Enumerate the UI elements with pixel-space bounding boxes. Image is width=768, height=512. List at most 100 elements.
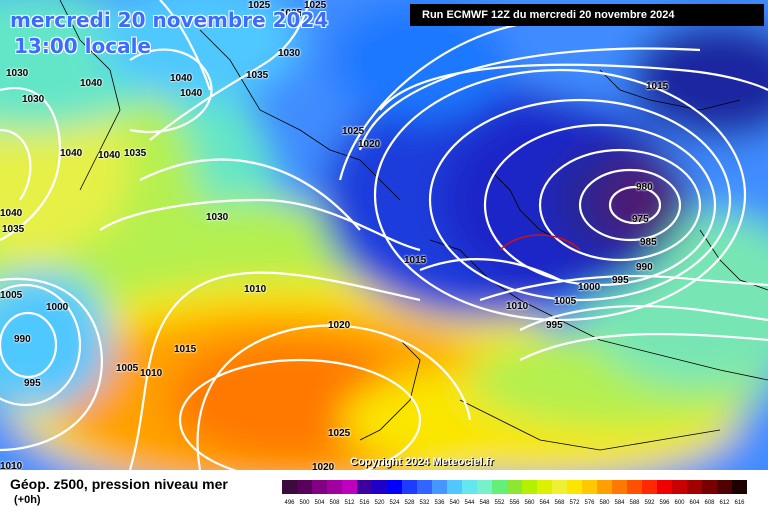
- scale-swatch: [687, 480, 702, 494]
- run-info-box: Run ECMWF 12Z du mercredi 20 novembre 20…: [410, 4, 764, 26]
- scale-swatch: [582, 480, 597, 494]
- scale-swatch: [732, 480, 747, 494]
- isobar-label: 1025: [304, 0, 327, 11]
- scale-swatch: [567, 480, 582, 494]
- scale-label: 540: [449, 500, 460, 506]
- scale-swatch: [372, 480, 387, 494]
- isobar-label: 1005: [554, 296, 577, 307]
- scale-swatch: [402, 480, 417, 494]
- isobar-label: 1030: [206, 212, 229, 223]
- scale-swatch: [537, 480, 552, 494]
- legend-subtitle: (+0h): [14, 494, 41, 506]
- scale-swatch: [612, 480, 627, 494]
- scale-swatch: [447, 480, 462, 494]
- scale-label: 532: [419, 500, 430, 506]
- isobar-label: 985: [640, 237, 657, 248]
- legend-bar: Géop. z500, pression niveau mer (+0h) 49…: [0, 470, 768, 512]
- time-title: 13:00 locale: [14, 34, 151, 58]
- scale-label: 548: [479, 500, 490, 506]
- scale-label: 552: [494, 500, 505, 506]
- scale-label: 608: [704, 500, 715, 506]
- scale-swatch: [297, 480, 312, 494]
- isobar-label: 975: [632, 214, 649, 225]
- scale-swatch: [432, 480, 447, 494]
- scale-label: 580: [599, 500, 610, 506]
- isobar-label: 1040: [170, 73, 193, 84]
- scale-swatch: [642, 480, 657, 494]
- scale-label: 572: [569, 500, 580, 506]
- isobar-label: 990: [14, 334, 31, 345]
- scale-swatch: [672, 480, 687, 494]
- isobar-label: 1025: [248, 0, 271, 11]
- scale-label: 524: [389, 500, 400, 506]
- isobar-label: 1030: [278, 48, 301, 59]
- isobar-label: 1040: [80, 78, 103, 89]
- isobars: [0, 0, 768, 470]
- isobar-label: 1010: [506, 301, 529, 312]
- date-title: mercredi 20 novembre 2024: [10, 8, 329, 32]
- scale-swatch: [312, 480, 327, 494]
- scale-swatch: [492, 480, 507, 494]
- isobar-label: 1035: [124, 148, 147, 159]
- scale-label: 612: [719, 500, 730, 506]
- scale-swatch: [627, 480, 642, 494]
- scale-label: 564: [539, 500, 550, 506]
- scale-label: 576: [584, 500, 595, 506]
- isobar-label: 1040: [60, 148, 83, 159]
- isobar-label: 995: [24, 378, 41, 389]
- scale-swatch: [342, 480, 357, 494]
- scale-swatch: [702, 480, 717, 494]
- isobar-label: 1000: [46, 302, 69, 313]
- isobar-label: 1020: [312, 462, 335, 473]
- isobar-label: 1040: [0, 208, 23, 219]
- scale-label: 504: [314, 500, 325, 506]
- scale-swatch: [357, 480, 372, 494]
- isobar-label: 1010: [244, 284, 267, 295]
- isobar-label: 995: [612, 275, 629, 286]
- coastlines: [59, 0, 768, 451]
- isobar-label: 1015: [646, 81, 669, 92]
- scale-label: 496: [284, 500, 295, 506]
- isobar-label: 1030: [22, 94, 45, 105]
- isobar-label: 1010: [0, 461, 23, 472]
- scale-label: 568: [554, 500, 565, 506]
- scale-swatch: [387, 480, 402, 494]
- scale-swatch: [507, 480, 522, 494]
- scale-label: 596: [659, 500, 670, 506]
- scale-label: 544: [464, 500, 475, 506]
- front-line: [499, 234, 581, 251]
- isobar-label: 1020: [358, 139, 381, 150]
- isobar-label: 1010: [140, 368, 163, 379]
- isobar-label: 1040: [180, 88, 203, 99]
- scale-swatch: [477, 480, 492, 494]
- color-scale: 496 500 504 508 512 516 520 524 528 532 536 540 544 5…: [282, 480, 747, 506]
- legend-title: Géop. z500, pression niveau mer: [10, 476, 228, 492]
- isobar-label: 1040: [98, 150, 121, 161]
- isobar-label: 1005: [116, 363, 139, 374]
- scale-label: 500: [299, 500, 310, 506]
- isobar-label: 1005: [0, 290, 23, 301]
- copyright-text: Copyright 2024 Meteociel.fr: [350, 456, 494, 468]
- scale-swatch: [597, 480, 612, 494]
- isobar-label: 1000: [578, 282, 601, 293]
- scale-swatch: [327, 480, 342, 494]
- isobar-label: 980: [636, 182, 653, 193]
- scale-label: 520: [374, 500, 385, 506]
- scale-label: 588: [629, 500, 640, 506]
- scale-label: 536: [434, 500, 445, 506]
- isobar-label: 1025: [342, 126, 365, 137]
- scale-swatch: [522, 480, 537, 494]
- isobar-label: 1025: [328, 428, 351, 439]
- scale-swatch: [282, 480, 297, 494]
- isobar-label: 1020: [328, 320, 351, 331]
- scale-label: 516: [359, 500, 370, 506]
- scale-label: 600: [674, 500, 685, 506]
- scale-label: 528: [404, 500, 415, 506]
- scale-label: 512: [344, 500, 355, 506]
- scale-swatch: [717, 480, 732, 494]
- scale-swatch: [417, 480, 432, 494]
- isobar-label: 990: [636, 262, 653, 273]
